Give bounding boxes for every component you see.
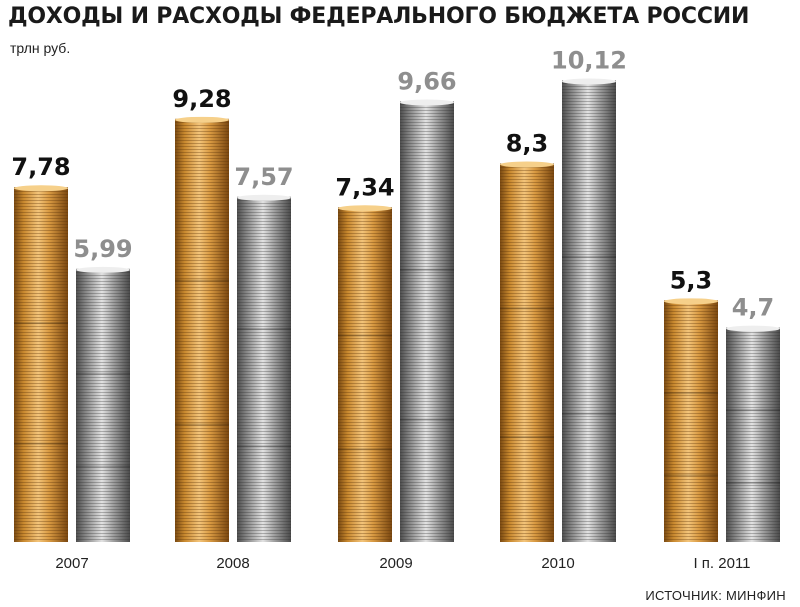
value-label-revenue: 5,3 — [670, 266, 713, 294]
value-label-expense: 7,57 — [234, 163, 293, 191]
value-label-revenue: 7,34 — [335, 173, 394, 201]
value-label-expense: 5,99 — [73, 235, 132, 263]
value-label-revenue: 9,28 — [172, 85, 231, 113]
bar-revenue-2009 — [338, 205, 392, 542]
bar-expense-2007 — [76, 266, 130, 542]
value-label-revenue: 8,3 — [506, 130, 549, 158]
x-tick-label: I п. 2011 — [693, 555, 750, 572]
unit-label: трлн руб. — [10, 40, 71, 56]
bar-expense-2009 — [400, 99, 454, 542]
bar-revenue-2007 — [14, 185, 68, 542]
bar-expense-2008 — [237, 194, 291, 543]
value-label-expense: 10,12 — [551, 47, 627, 75]
x-tick-label: 2007 — [55, 555, 88, 572]
x-tick-label: 2008 — [216, 555, 249, 572]
value-label-revenue: 7,78 — [11, 153, 70, 181]
bar-revenue-2010 — [500, 161, 554, 542]
bar-expense-2010 — [562, 78, 616, 542]
x-tick-label: 2009 — [379, 555, 412, 572]
chart-title: ДОХОДЫ И РАСХОДЫ ФЕДЕРАЛЬНОГО БЮДЖЕТА РО… — [8, 4, 750, 29]
bar-revenue-I-п.-2011 — [664, 298, 718, 542]
value-label-expense: 4,7 — [732, 294, 775, 322]
value-label-expense: 9,66 — [397, 68, 456, 96]
source-note: ИСТОЧНИК: МИНФИН — [645, 588, 786, 603]
bar-revenue-2008 — [175, 116, 229, 542]
bar-expense-I-п.-2011 — [726, 325, 780, 542]
x-tick-label: 2010 — [541, 555, 574, 572]
